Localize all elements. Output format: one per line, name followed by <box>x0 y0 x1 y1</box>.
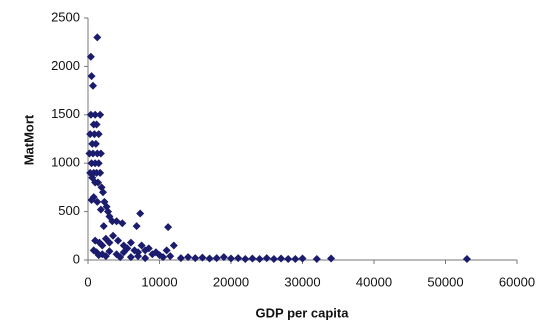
data-point <box>105 247 114 256</box>
data-point <box>99 222 108 231</box>
data-point <box>144 244 153 253</box>
data-point <box>327 254 336 263</box>
data-point <box>99 188 108 197</box>
data-point <box>134 252 143 261</box>
x-tick-label: 40000 <box>356 274 392 289</box>
data-point <box>96 149 105 158</box>
x-tick-label: 20000 <box>213 274 249 289</box>
data-point <box>91 139 100 148</box>
data-point <box>269 255 278 264</box>
x-tick-label: 50000 <box>427 274 463 289</box>
x-tick-label: 30000 <box>284 274 320 289</box>
data-point <box>198 253 207 262</box>
data-point <box>176 254 185 263</box>
data-point <box>94 159 103 168</box>
data-point <box>284 255 293 264</box>
data-point <box>114 236 123 245</box>
y-tick-label: 2500 <box>51 9 80 24</box>
data-point <box>205 254 214 263</box>
data-point <box>212 254 221 263</box>
data-point <box>219 253 228 262</box>
data-point <box>90 130 99 139</box>
data-point <box>89 81 98 90</box>
data-point <box>93 33 102 42</box>
data-point <box>96 168 105 177</box>
y-tick-label: 1000 <box>51 155 80 170</box>
data-point <box>89 149 98 158</box>
data-point <box>191 254 200 263</box>
data-point <box>96 110 105 119</box>
data-point <box>162 246 171 255</box>
data-point <box>234 254 243 263</box>
data-point <box>159 253 168 262</box>
data-point <box>291 255 300 264</box>
y-axis-label: MatMort <box>21 114 36 165</box>
data-point <box>151 248 160 257</box>
data-point <box>86 110 95 119</box>
data-point <box>164 223 173 232</box>
data-point <box>86 52 95 61</box>
x-tick-label: 60000 <box>499 274 535 289</box>
data-point <box>92 120 101 129</box>
data-point <box>119 248 128 257</box>
data-point <box>132 222 141 231</box>
data-point <box>86 130 95 139</box>
data-point <box>462 255 471 264</box>
y-tick-label: 2000 <box>51 58 80 73</box>
y-tick-label: 500 <box>58 203 80 218</box>
data-point <box>277 254 286 263</box>
data-point <box>184 253 193 262</box>
y-tick-label: 1500 <box>51 106 80 121</box>
data-point <box>116 253 125 262</box>
data-point <box>126 253 135 262</box>
data-point <box>248 254 257 263</box>
data-point <box>109 231 118 240</box>
data-point <box>126 238 135 247</box>
data-point <box>227 254 235 263</box>
data-point <box>241 255 250 264</box>
data-point <box>312 255 321 264</box>
data-point <box>92 248 101 257</box>
data-point <box>136 209 145 218</box>
data-point <box>98 241 107 250</box>
data-point <box>108 217 117 226</box>
data-point <box>118 219 127 228</box>
x-tick-label: 10000 <box>141 274 177 289</box>
x-axis-label: GDP per capita <box>256 305 350 320</box>
y-tick-label: 0 <box>73 251 80 266</box>
data-point <box>96 205 105 214</box>
data-point <box>87 195 96 204</box>
data-point <box>169 241 178 250</box>
data-point <box>141 254 150 263</box>
data-point <box>91 110 100 119</box>
data-point <box>255 255 264 264</box>
data-point <box>166 252 175 261</box>
data-point <box>137 241 146 250</box>
data-point <box>101 252 110 261</box>
data-point <box>94 130 103 139</box>
data-point <box>262 254 271 263</box>
data-point <box>87 72 96 81</box>
x-tick-label: 0 <box>84 274 91 289</box>
data-point <box>298 254 307 263</box>
data-point <box>105 238 114 247</box>
data-point <box>94 178 103 187</box>
